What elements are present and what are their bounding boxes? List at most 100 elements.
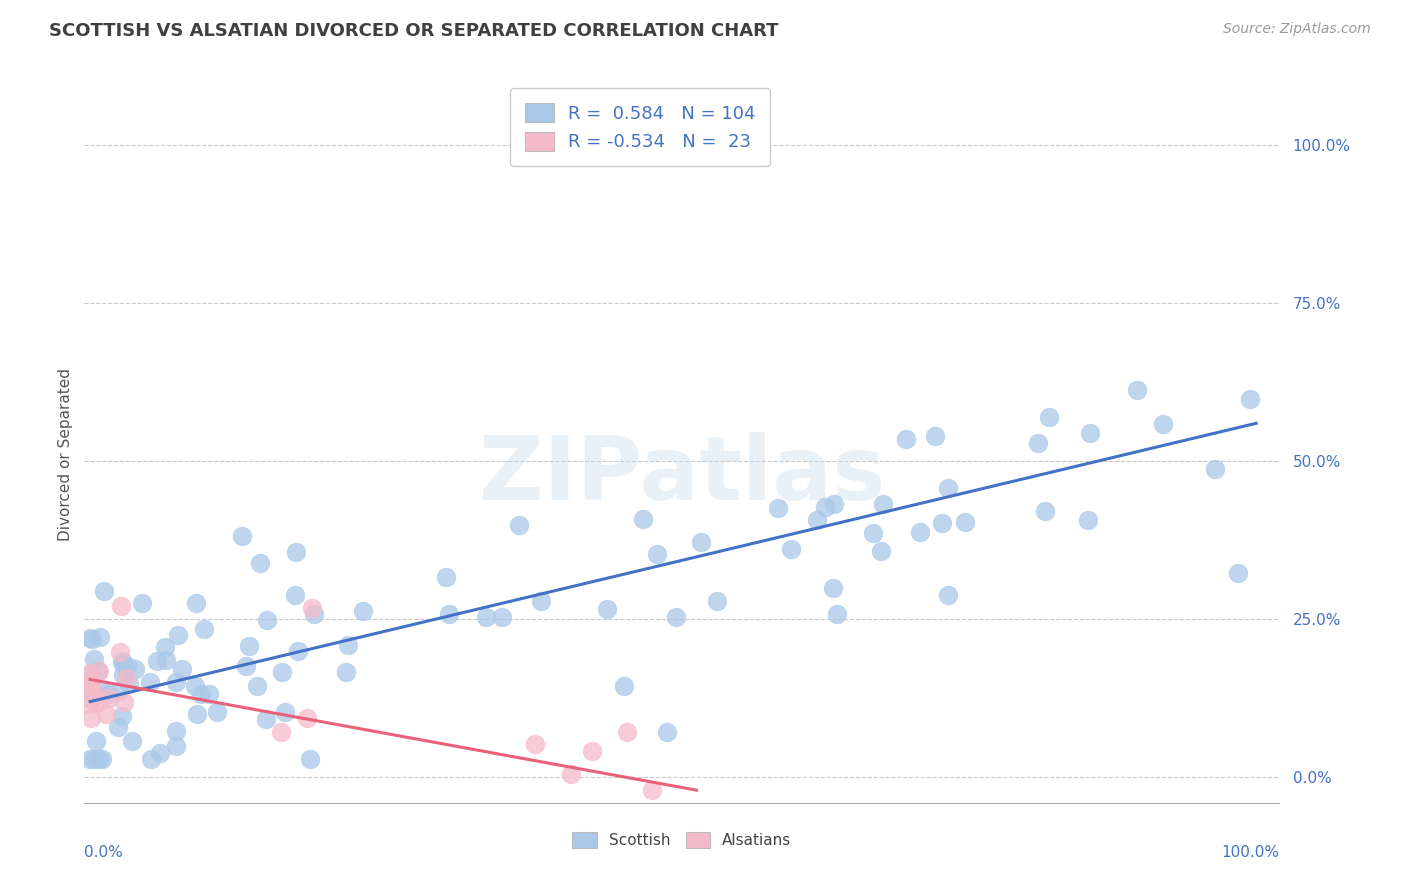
Point (79, 666, 101, 681)
Point (91, 684, 114, 698)
Point (124, 662, 146, 676)
Point (153, 640, 176, 654)
Point (596, 602, 619, 616)
Point (108, 683, 131, 698)
Point (1126, 383, 1149, 397)
Point (184, 680, 207, 694)
Point (246, 679, 269, 693)
Point (284, 588, 307, 602)
Point (285, 544, 308, 558)
Point (862, 525, 884, 540)
Point (83, 686, 105, 700)
Text: ZIPatlas: ZIPatlas (479, 433, 884, 519)
Point (117, 658, 139, 673)
Point (1033, 504, 1056, 518)
Point (508, 517, 530, 532)
Point (165, 739, 187, 753)
Point (616, 725, 638, 739)
Point (110, 709, 132, 723)
Point (231, 529, 253, 543)
Point (149, 746, 172, 760)
Point (107, 720, 129, 734)
Text: SCOTTISH VS ALSATIAN DIVORCED OR SEPARATED CORRELATION CHART: SCOTTISH VS ALSATIAN DIVORCED OR SEPARAT… (49, 22, 779, 40)
Point (97, 687, 120, 701)
Point (193, 622, 215, 636)
Point (271, 665, 294, 680)
Point (172, 662, 194, 676)
Point (108, 645, 131, 659)
Point (434, 570, 457, 584)
Point (1152, 417, 1174, 432)
Point (146, 655, 169, 669)
Point (665, 610, 688, 624)
Point (1038, 410, 1060, 425)
Point (139, 675, 162, 690)
Point (1077, 513, 1099, 527)
Point (870, 543, 893, 558)
Point (936, 481, 959, 495)
Point (270, 725, 292, 739)
Text: Source: ZipAtlas.com: Source: ZipAtlas.com (1223, 22, 1371, 37)
Point (645, 547, 668, 561)
Point (111, 668, 134, 682)
Point (118, 677, 141, 691)
Point (337, 638, 360, 652)
Point (80, 676, 103, 690)
Point (89, 664, 111, 678)
Point (931, 516, 953, 530)
Point (936, 588, 959, 602)
Point (779, 541, 801, 556)
Point (524, 738, 547, 752)
Point (79, 751, 101, 765)
Point (437, 607, 460, 621)
Point (1026, 436, 1049, 450)
Point (94, 706, 117, 721)
Point (287, 644, 309, 658)
Point (166, 627, 188, 641)
Point (83, 652, 105, 666)
Point (491, 610, 513, 624)
Point (87, 664, 110, 678)
Point (205, 705, 228, 719)
Point (139, 751, 162, 765)
Point (825, 607, 848, 621)
Point (238, 639, 260, 653)
Point (254, 712, 277, 726)
Point (766, 500, 789, 515)
Point (165, 674, 187, 689)
Point (806, 512, 828, 526)
Y-axis label: Divorced or Separated: Divorced or Separated (58, 368, 73, 541)
Point (689, 534, 711, 549)
Point (613, 679, 636, 693)
Point (475, 609, 498, 624)
Point (894, 432, 917, 446)
Point (581, 744, 603, 758)
Point (110, 599, 132, 613)
Point (91, 751, 114, 765)
Point (83, 751, 105, 765)
Text: 0.0%: 0.0% (84, 845, 124, 860)
Text: 100.0%: 100.0% (1222, 845, 1279, 860)
Point (823, 497, 845, 511)
Point (560, 766, 582, 780)
Point (1239, 392, 1261, 407)
Point (1227, 566, 1250, 581)
Point (352, 604, 374, 618)
Point (83, 686, 105, 700)
Point (89, 695, 111, 709)
Point (655, 724, 678, 739)
Point (121, 733, 143, 747)
Point (79, 697, 101, 711)
Point (84, 734, 107, 748)
Point (79, 681, 101, 695)
Point (82, 632, 104, 646)
Point (631, 511, 654, 525)
Point (256, 613, 278, 627)
Point (112, 695, 135, 709)
Point (301, 600, 323, 615)
Point (302, 607, 325, 621)
Point (249, 556, 271, 570)
Point (335, 665, 357, 680)
Point (80, 685, 103, 699)
Point (872, 497, 894, 511)
